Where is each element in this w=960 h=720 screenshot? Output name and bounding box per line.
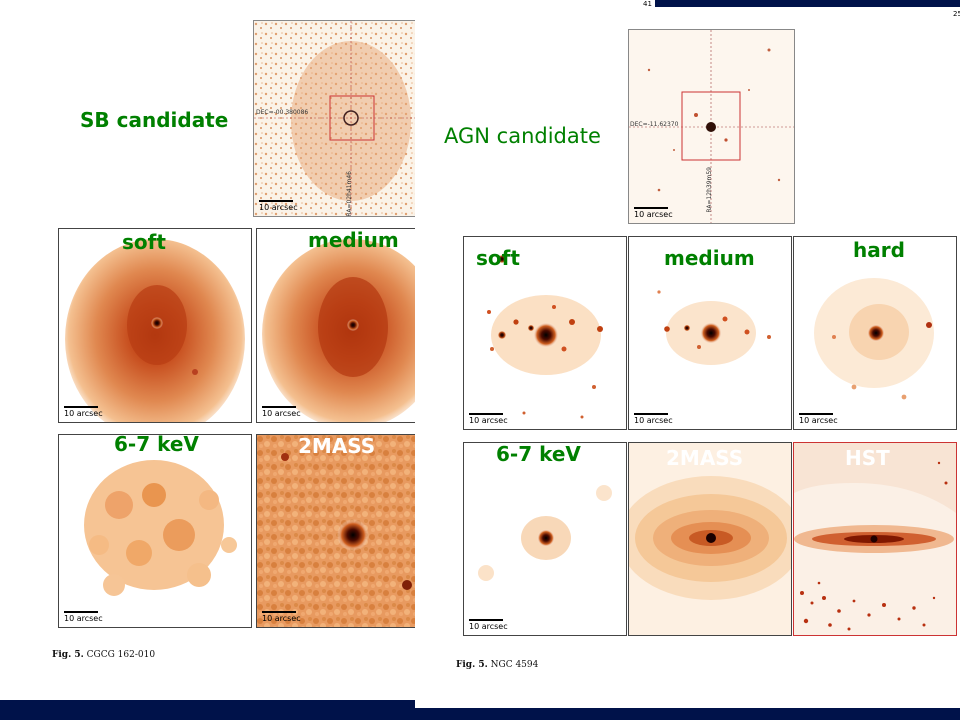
left-overview-dec: DEC=-00.380086 (256, 109, 309, 116)
left-caption: Fig. 5. CGCG 162-010 (52, 650, 155, 660)
left-caption-object: CGCG 162-010 (86, 650, 156, 660)
right-caption-fig: Fig. 5. (456, 660, 488, 670)
left-medium-label: medium (308, 228, 399, 252)
left-67kev-panel: 10 arcsec (58, 434, 252, 628)
left-overview-scalebar: 10 arcsec (259, 200, 298, 212)
right-medium-scalebar: 10 arcsec (634, 413, 673, 425)
right-caption-object: NGC 4594 (490, 660, 539, 670)
right-page-number: 41 (643, 0, 652, 8)
left-67kev-scalebar: 10 arcsec (64, 611, 103, 623)
right-2mass-panel (628, 442, 792, 636)
left-overview-ra: RA=02h41m46 (346, 171, 353, 217)
right-medium-panel: 10 arcsec (628, 236, 792, 430)
right-medium-label: medium (664, 246, 755, 270)
left-medium-scalebar: 10 arcsec (262, 406, 301, 418)
right-overview-dec: DEC=-11.62370 (630, 121, 679, 128)
left-medium-panel: 10 arcsec (256, 228, 425, 423)
right-overview-image: DEC=-11.62370 RA=12h39m59 10 arcsec (628, 29, 795, 224)
left-overview-image: DEC=-00.380086 RA=02h41m46 10 arcsec (253, 20, 425, 217)
right-overview-ra: RA=12h39m59 (706, 167, 713, 213)
right-hard-label: hard (853, 238, 905, 262)
left-soft-label: soft (122, 230, 166, 254)
left-soft-scalebar: 10 arcsec (64, 406, 103, 418)
left-67kev-label: 6-7 keV (114, 432, 199, 456)
left-medium-image (262, 239, 424, 422)
right-hard-scalebar: 10 arcsec (799, 413, 838, 425)
right-hard-panel: 10 arcsec (793, 236, 957, 430)
sb-candidate-label: SB candidate (80, 108, 229, 132)
bottom-bar-sheet-overlap (415, 700, 960, 708)
left-2mass-image (257, 435, 424, 627)
left-67kev-image (59, 435, 251, 627)
agn-candidate-label: AGN candidate (444, 124, 601, 148)
right-soft-image (487, 254, 603, 419)
right-2mass-image (629, 443, 791, 635)
left-caption-fig: Fig. 5. (52, 650, 84, 660)
right-hst-panel (793, 442, 957, 636)
right-caption: Fig. 5. NGC 4594 (456, 660, 538, 670)
right-soft-scalebar: 10 arcsec (469, 413, 508, 425)
right-soft-panel: 10 arcsec (463, 236, 627, 430)
right-overview-svg (629, 30, 794, 223)
right-hst-label: HST (845, 446, 890, 470)
left-2mass-scalebar: 10 arcsec (262, 611, 301, 623)
left-2mass-panel: 10 arcsec (256, 434, 425, 628)
right-2mass-label: 2MASS (666, 446, 744, 470)
left-soft-image (65, 239, 245, 422)
left-2mass-label: 2MASS (298, 434, 376, 458)
left-soft-panel: 10 arcsec (58, 228, 252, 423)
left-overview-svg (254, 21, 424, 216)
right-top-bar (655, 0, 960, 7)
right-corner-number: 25 (953, 10, 960, 18)
right-hard-image (814, 278, 934, 400)
right-67kev-panel: 10 arcsec (463, 442, 627, 636)
right-67kev-image (464, 443, 626, 635)
right-67kev-label: 6-7 keV (496, 442, 581, 466)
right-soft-label: soft (476, 246, 520, 270)
right-67kev-scalebar: 10 arcsec (469, 619, 508, 631)
right-medium-image (657, 290, 771, 365)
right-hst-image (794, 443, 956, 635)
right-overview-scalebar: 10 arcsec (634, 207, 673, 219)
